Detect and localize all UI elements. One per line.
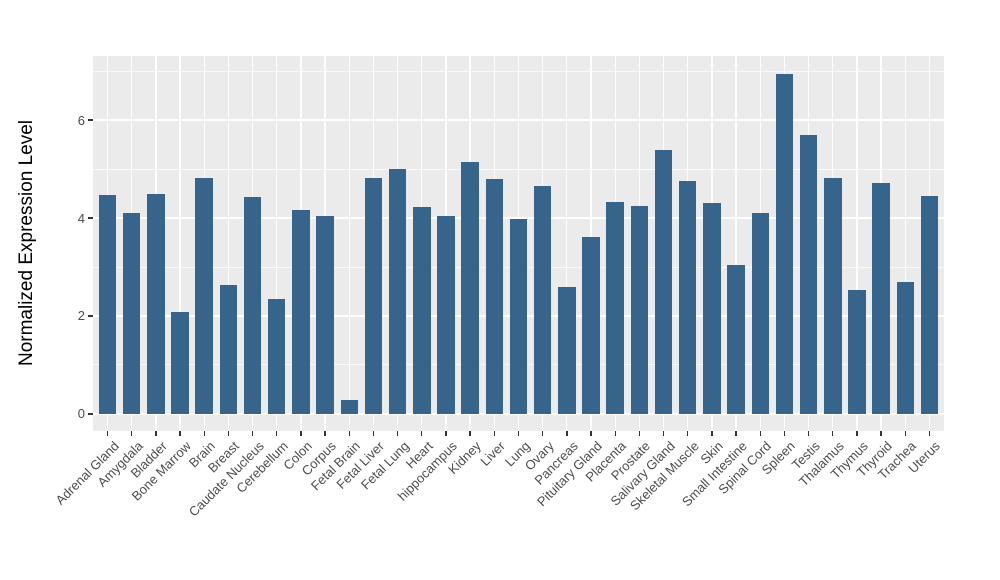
y-tick-label: 6 — [77, 112, 85, 128]
bar-uterus — [920, 196, 939, 414]
x-tick-mark — [541, 431, 544, 436]
x-tick-mark — [807, 431, 810, 436]
bar-fetal-lung — [388, 168, 407, 414]
x-tick-mark — [856, 431, 858, 436]
bar-amygdala — [122, 213, 141, 414]
vertical-gridline — [904, 56, 906, 431]
bar-breast — [219, 285, 238, 414]
bar-testis — [799, 135, 818, 414]
y-tick-mark — [88, 413, 93, 415]
x-tick-mark — [880, 431, 882, 436]
y-tick-label: 4 — [77, 210, 85, 226]
x-tick-mark — [517, 431, 520, 436]
bar-prostate — [630, 206, 649, 414]
bar-heart — [413, 207, 431, 414]
x-tick-mark — [300, 431, 302, 436]
x-tick-mark — [227, 431, 230, 436]
bar-hippocampus — [437, 215, 455, 414]
x-tick-mark — [783, 431, 786, 436]
plot-panel — [93, 56, 944, 431]
x-tick-mark — [469, 431, 471, 436]
x-tick-mark — [421, 431, 423, 436]
x-tick-mark — [493, 431, 495, 436]
major-gridline — [93, 217, 944, 219]
minor-gridline — [93, 70, 944, 72]
bar-caudate-nucleus — [243, 196, 262, 414]
bar-lung — [509, 219, 528, 414]
bar-colon — [292, 210, 310, 414]
bar-spleen — [775, 74, 794, 414]
bar-brain — [195, 178, 213, 414]
vertical-gridline — [276, 56, 278, 431]
bar-spinal-cord — [751, 212, 769, 414]
vertical-gridline — [348, 56, 350, 431]
y-tick-label: 0 — [77, 406, 85, 422]
x-tick-mark — [396, 431, 399, 436]
bar-bone-marrow — [171, 312, 189, 414]
bar-fetal-brain — [340, 400, 359, 414]
x-tick-mark — [759, 431, 761, 436]
vertical-gridline — [179, 56, 181, 431]
bar-thymus — [848, 289, 866, 414]
bar-pituitary-gland — [582, 237, 600, 414]
vertical-gridline — [227, 56, 230, 431]
major-gridline — [93, 119, 944, 121]
x-tick-mark — [590, 431, 592, 436]
x-tick-mark — [832, 431, 834, 436]
x-tick-mark — [106, 431, 109, 436]
bar-thalamus — [824, 178, 842, 414]
x-tick-mark — [445, 431, 447, 436]
x-tick-mark — [372, 431, 375, 436]
x-tick-mark — [638, 431, 641, 436]
bar-skin — [703, 202, 721, 414]
minor-gridline — [93, 168, 944, 170]
x-tick-mark — [735, 431, 737, 436]
x-tick-mark — [130, 431, 133, 436]
y-tick-mark — [88, 315, 93, 317]
major-gridline — [93, 413, 944, 415]
y-tick-mark — [88, 217, 93, 219]
x-tick-mark — [155, 431, 157, 436]
x-tick-mark — [276, 431, 278, 436]
x-tick-mark — [614, 431, 616, 436]
y-tick-mark — [88, 119, 93, 121]
bar-small-intestine — [727, 264, 745, 414]
x-tick-mark — [662, 431, 665, 436]
x-tick-label: Liver — [477, 438, 509, 469]
bar-ovary — [533, 186, 552, 414]
bar-cerebellum — [267, 298, 286, 414]
x-tick-mark — [324, 431, 326, 436]
x-tick-mark — [904, 431, 906, 436]
x-tick-mark — [566, 431, 568, 436]
x-tick-mark — [928, 431, 931, 436]
x-tick-mark — [251, 431, 254, 436]
y-tick-label: 2 — [77, 308, 85, 324]
vertical-gridline — [856, 56, 858, 431]
x-tick-mark — [179, 431, 181, 436]
bar-trachea — [896, 281, 915, 414]
x-tick-mark — [348, 431, 350, 436]
bar-fetal-liver — [364, 178, 383, 414]
bar-adrenal-gland — [98, 194, 117, 414]
vertical-gridline — [566, 56, 568, 431]
bar-kidney — [461, 162, 479, 414]
bar-pancreas — [558, 286, 576, 414]
x-tick-mark — [687, 431, 689, 436]
x-tick-mark — [203, 431, 205, 436]
bar-skeletal-muscle — [678, 180, 697, 414]
x-tick-mark — [711, 431, 713, 436]
bar-corpus — [316, 215, 334, 414]
bar-salivary-gland — [654, 150, 673, 414]
vertical-gridline — [735, 56, 737, 431]
bar-bladder — [147, 194, 165, 414]
bar-liver — [485, 179, 504, 414]
y-axis-title: Normalized Expression Level — [16, 119, 37, 367]
bar-placenta — [606, 201, 624, 414]
bar-thyroid — [872, 183, 890, 414]
